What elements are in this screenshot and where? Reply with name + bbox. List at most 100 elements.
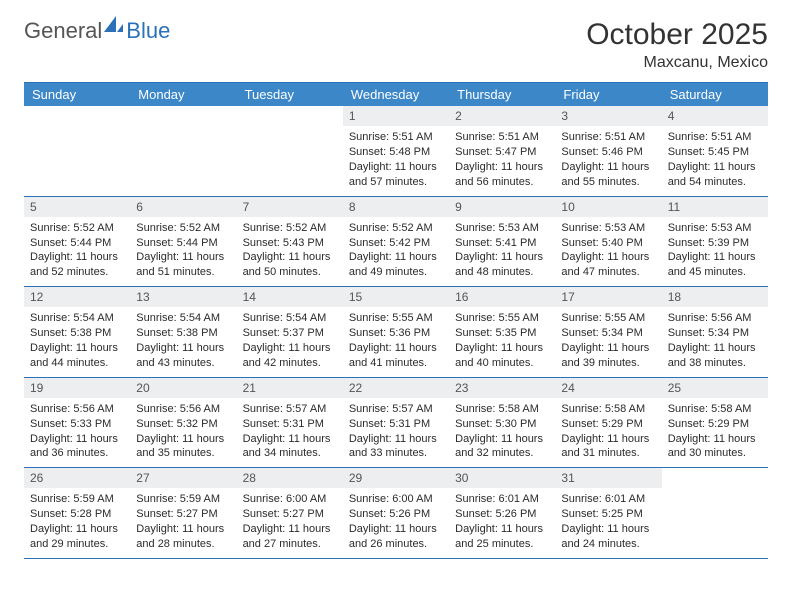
day-number: 24 [555, 378, 661, 398]
calendar-row: 12 Sunrise: 5:54 AMSunset: 5:38 PM Dayligh… [24, 287, 768, 378]
calendar-cell: 30Sunrise: 6:01 AMSunset: 5:26 PMDayligh… [449, 468, 555, 559]
title-block: October 2025 Maxcanu, Mexico [586, 18, 768, 72]
calendar-row: 26Sunrise: 5:59 AMSunset: 5:28 PMDayligh… [24, 468, 768, 559]
daylight-text: Daylight: 11 hours and 40 minutes. [455, 341, 549, 371]
daylight-text: Daylight: 11 hours and 29 minutes. [30, 522, 124, 552]
calendar-cell: 17Sunrise: 5:55 AMSunset: 5:34 PMDayligh… [555, 287, 661, 378]
sunrise-text: Sunrise: 5:53 AM [561, 221, 655, 236]
sunset-text: Sunset: 5:27 PM [243, 507, 337, 522]
sunrise-text: Sunrise: 5:54 AM [30, 311, 124, 326]
day-number: 30 [449, 468, 555, 488]
sunrise-text: Sunrise: 5:52 AM [30, 221, 124, 236]
sunset-text: Sunset: 5:38 PM [30, 326, 124, 341]
daylight-text: Daylight: 11 hours and 48 minutes. [455, 250, 549, 280]
sunset-text: Sunset: 5:48 PM [349, 145, 443, 160]
calendar-row: 5Sunrise: 5:52 AMSunset: 5:44 PMDaylight… [24, 196, 768, 287]
daylight-text: Daylight: 11 hours and 32 minutes. [455, 432, 549, 462]
day-header: Sunday [24, 83, 130, 107]
calendar-cell: 7Sunrise: 5:52 AMSunset: 5:43 PMDaylight… [237, 196, 343, 287]
daylight-text: Daylight: 11 hours and 50 minutes. [243, 250, 337, 280]
day-number: 10 [555, 197, 661, 217]
sunset-text: Sunset: 5:33 PM [30, 417, 124, 432]
daylight-text: Daylight: 11 hours and 57 minutes. [349, 160, 443, 190]
daylight-text: Daylight: 11 hours and 45 minutes. [668, 250, 762, 280]
day-header: Thursday [449, 83, 555, 107]
day-number: 23 [449, 378, 555, 398]
calendar-cell: 13Sunrise: 5:54 AMSunset: 5:38 PMDayligh… [130, 287, 236, 378]
calendar-page: General Blue October 2025 Maxcanu, Mexic… [0, 0, 792, 612]
calendar-cell [24, 106, 130, 196]
daylight-text: Daylight: 11 hours and 34 minutes. [243, 432, 337, 462]
daylight-text: Daylight: 11 hours and 24 minutes. [561, 522, 655, 552]
calendar-cell: 6Sunrise: 5:52 AMSunset: 5:44 PMDaylight… [130, 196, 236, 287]
sunrise-text: Sunrise: 5:51 AM [349, 130, 443, 145]
sunrise-text: Sunrise: 5:51 AM [455, 130, 549, 145]
brand-word2: Blue [126, 18, 170, 44]
calendar-cell: 1Sunrise: 5:51 AMSunset: 5:48 PMDaylight… [343, 106, 449, 196]
calendar-cell: 16Sunrise: 5:55 AMSunset: 5:35 PMDayligh… [449, 287, 555, 378]
daylight-text: Daylight: 11 hours and 30 minutes. [668, 432, 762, 462]
calendar-cell: 20Sunrise: 5:56 AMSunset: 5:32 PMDayligh… [130, 377, 236, 468]
calendar-head: SundayMondayTuesdayWednesdayThursdayFrid… [24, 83, 768, 107]
day-number: 26 [24, 468, 130, 488]
day-number: 7 [237, 197, 343, 217]
calendar-body: 1Sunrise: 5:51 AMSunset: 5:48 PMDaylight… [24, 106, 768, 558]
sunrise-text: Sunrise: 5:58 AM [561, 402, 655, 417]
sunset-text: Sunset: 5:26 PM [349, 507, 443, 522]
sunset-text: Sunset: 5:39 PM [668, 236, 762, 251]
sunset-text: Sunset: 5:31 PM [349, 417, 443, 432]
sunrise-text: Sunrise: 6:01 AM [455, 492, 549, 507]
calendar-cell: 15Sunrise: 5:55 AMSunset: 5:36 PMDayligh… [343, 287, 449, 378]
calendar-cell: 24Sunrise: 5:58 AMSunset: 5:29 PMDayligh… [555, 377, 661, 468]
sunrise-text: Sunrise: 5:59 AM [136, 492, 230, 507]
calendar-cell: 31Sunrise: 6:01 AMSunset: 5:25 PMDayligh… [555, 468, 661, 559]
day-number: 15 [343, 287, 449, 307]
sunset-text: Sunset: 5:30 PM [455, 417, 549, 432]
sunset-text: Sunset: 5:27 PM [136, 507, 230, 522]
day-number: 12 [24, 287, 130, 307]
day-number: 3 [555, 106, 661, 126]
location-text: Maxcanu, Mexico [586, 54, 768, 72]
sunset-text: Sunset: 5:40 PM [561, 236, 655, 251]
day-header: Wednesday [343, 83, 449, 107]
daylight-text: Daylight: 11 hours and 42 minutes. [243, 341, 337, 371]
sunset-text: Sunset: 5:43 PM [243, 236, 337, 251]
calendar-cell: 5Sunrise: 5:52 AMSunset: 5:44 PMDaylight… [24, 196, 130, 287]
sunrise-text: Sunrise: 5:52 AM [349, 221, 443, 236]
daylight-text: Daylight: 11 hours and 26 minutes. [349, 522, 443, 552]
daylight-text: Daylight: 11 hours and 54 minutes. [668, 160, 762, 190]
sunrise-text: Sunrise: 5:55 AM [349, 311, 443, 326]
day-number: 2 [449, 106, 555, 126]
day-number: 22 [343, 378, 449, 398]
day-number: 13 [130, 287, 236, 307]
sunset-text: Sunset: 5:35 PM [455, 326, 549, 341]
calendar-cell [237, 106, 343, 196]
daylight-text: Daylight: 11 hours and 55 minutes. [561, 160, 655, 190]
sunrise-text: Sunrise: 5:56 AM [136, 402, 230, 417]
calendar-cell: 14Sunrise: 5:54 AMSunset: 5:37 PMDayligh… [237, 287, 343, 378]
sunrise-text: Sunrise: 5:56 AM [30, 402, 124, 417]
sunset-text: Sunset: 5:25 PM [561, 507, 655, 522]
day-number: 19 [24, 378, 130, 398]
brand-word1: General [24, 18, 102, 44]
calendar-row: 19Sunrise: 5:56 AMSunset: 5:33 PMDayligh… [24, 377, 768, 468]
sunset-text: Sunset: 5:28 PM [30, 507, 124, 522]
calendar-cell: 28Sunrise: 6:00 AMSunset: 5:27 PMDayligh… [237, 468, 343, 559]
sunrise-text: Sunrise: 6:00 AM [349, 492, 443, 507]
sunset-text: Sunset: 5:41 PM [455, 236, 549, 251]
calendar-cell: 23Sunrise: 5:58 AMSunset: 5:30 PMDayligh… [449, 377, 555, 468]
daylight-text: Daylight: 11 hours and 36 minutes. [30, 432, 124, 462]
day-number: 16 [449, 287, 555, 307]
page-header: General Blue October 2025 Maxcanu, Mexic… [24, 18, 768, 72]
sunset-text: Sunset: 5:26 PM [455, 507, 549, 522]
daylight-text: Daylight: 11 hours and 49 minutes. [349, 250, 443, 280]
calendar-cell: 27Sunrise: 5:59 AMSunset: 5:27 PMDayligh… [130, 468, 236, 559]
calendar-cell: 12Sunrise: 5:54 AMSunset: 5:38 PMDayligh… [24, 287, 130, 378]
day-number: 20 [130, 378, 236, 398]
month-title: October 2025 [586, 18, 768, 52]
daylight-text: Daylight: 11 hours and 31 minutes. [561, 432, 655, 462]
day-number: 11 [662, 197, 768, 217]
sunset-text: Sunset: 5:37 PM [243, 326, 337, 341]
sunset-text: Sunset: 5:46 PM [561, 145, 655, 160]
day-number: 17 [555, 287, 661, 307]
